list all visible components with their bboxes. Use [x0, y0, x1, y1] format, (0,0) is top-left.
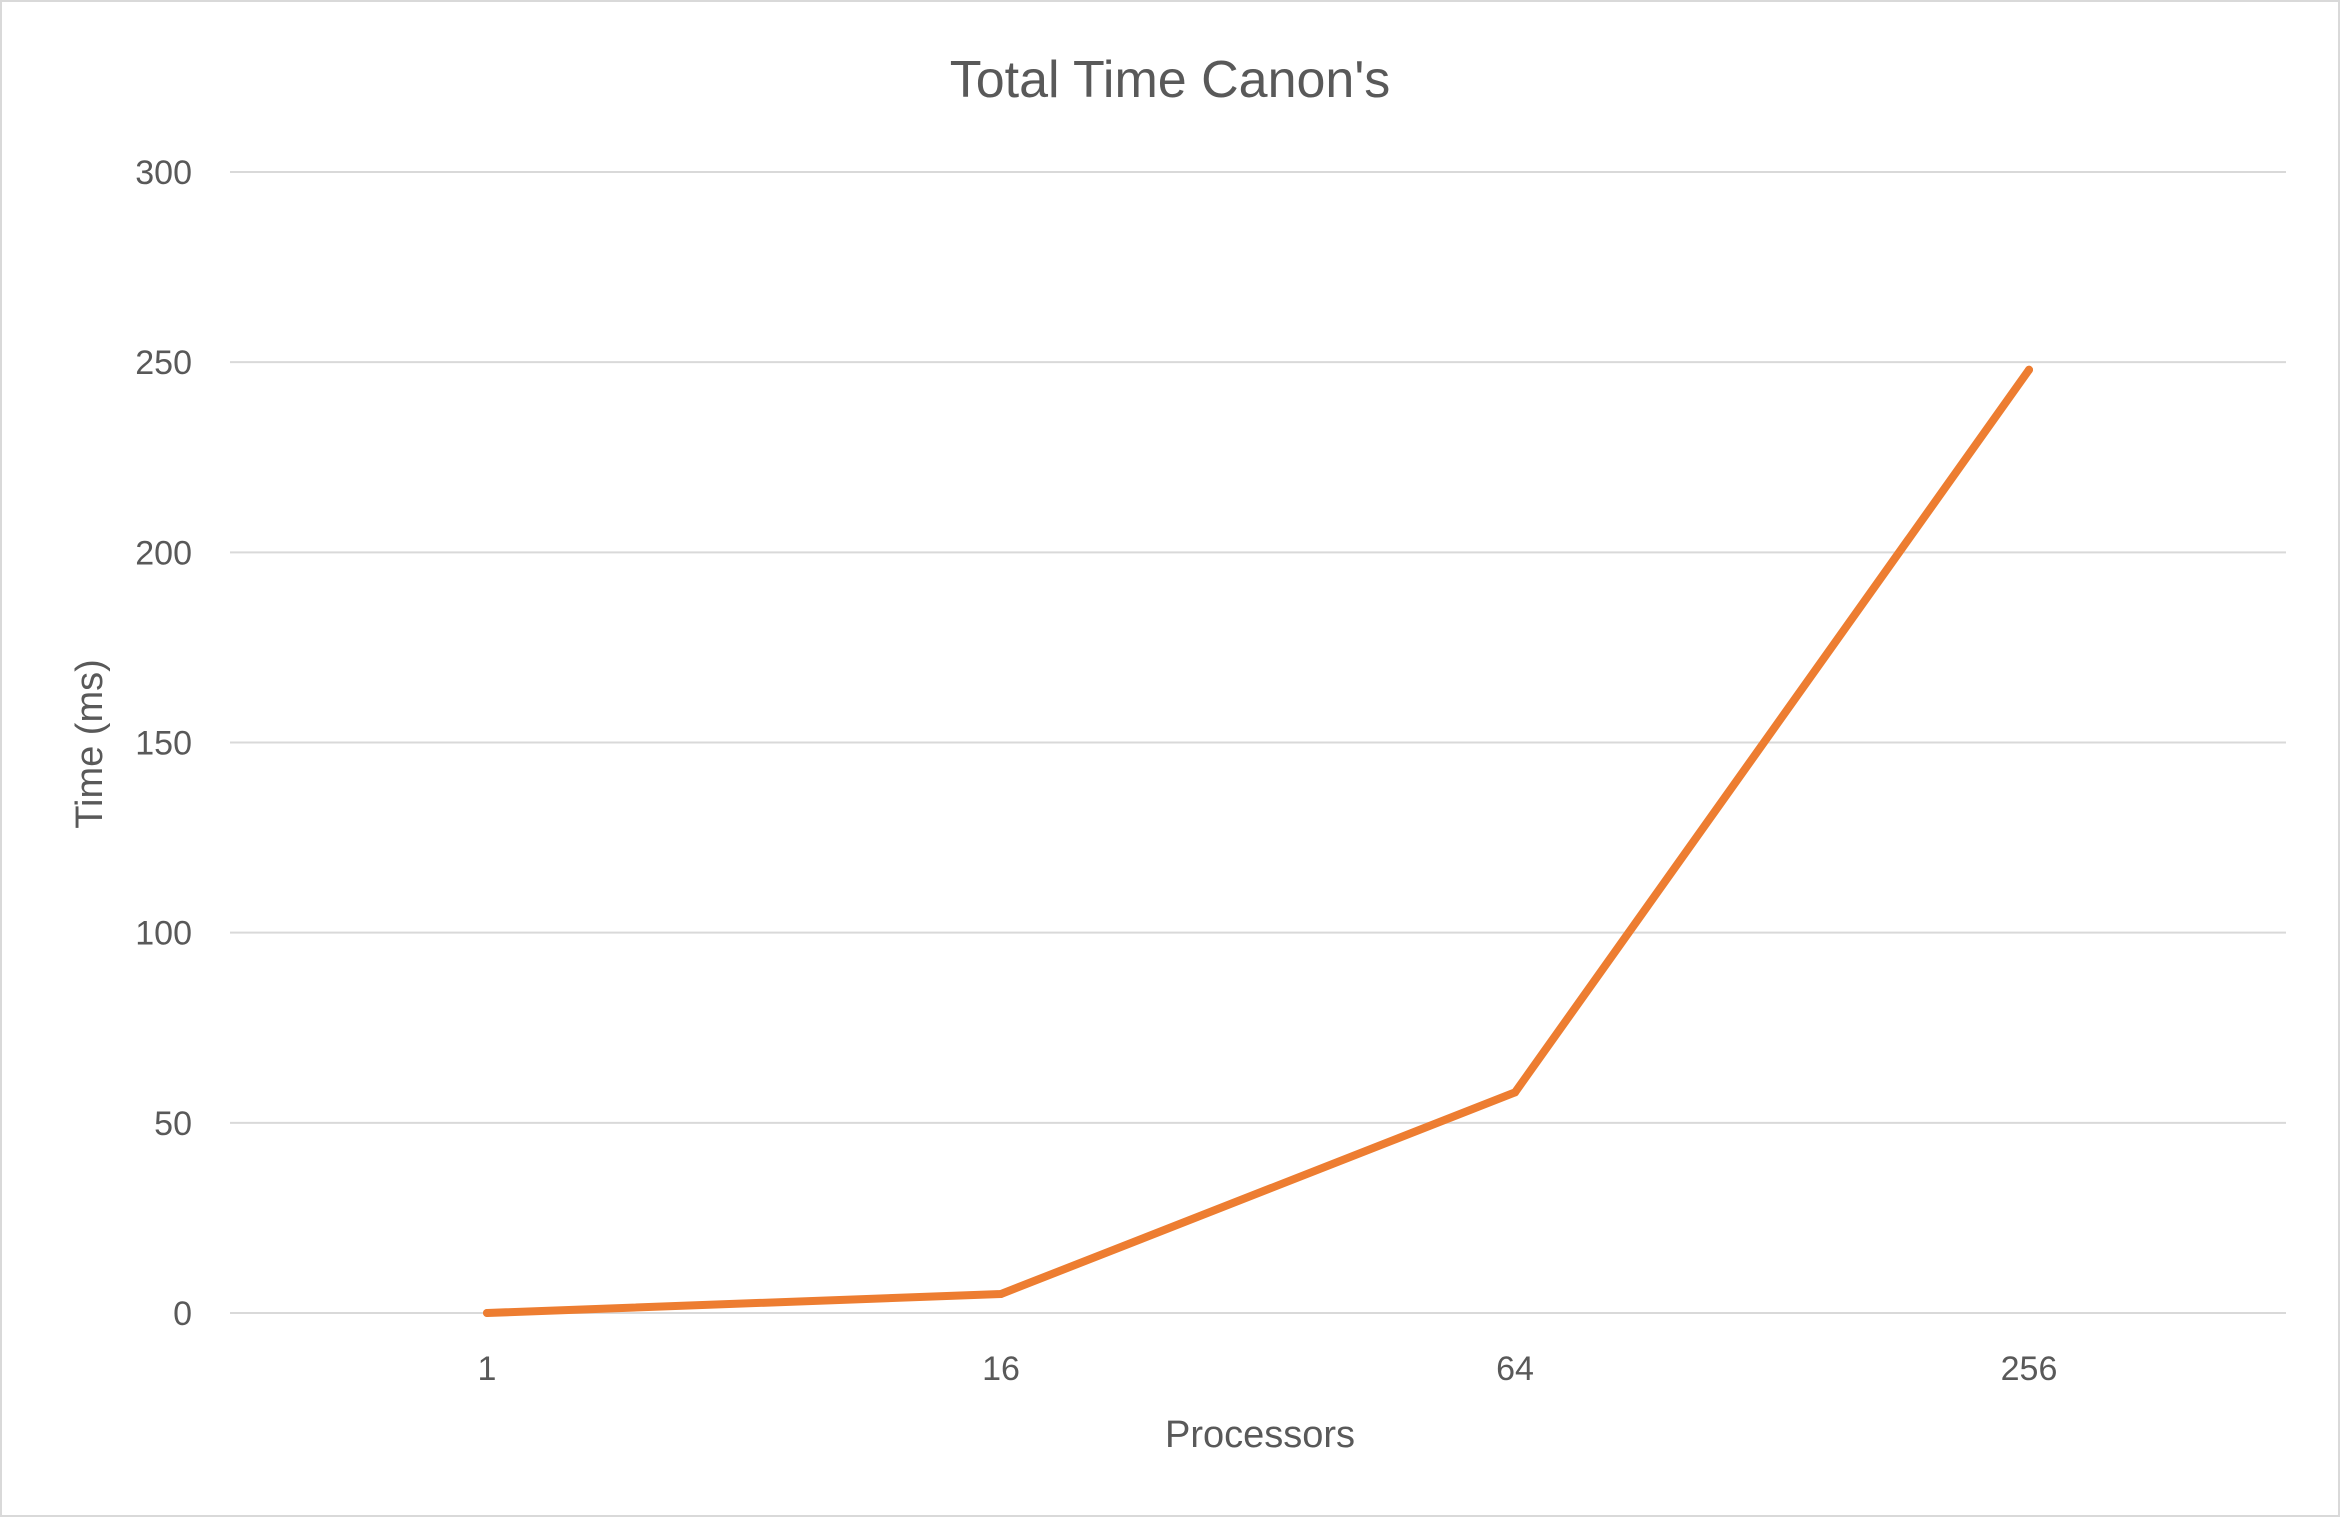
y-tick-label: 150: [135, 725, 192, 763]
y-tick-label: 300: [135, 154, 192, 192]
data-point: [997, 1289, 1005, 1298]
chart-title: Total Time Canon's: [950, 51, 1391, 109]
y-tick-label: 100: [135, 915, 192, 953]
data-point: [2025, 365, 2033, 374]
x-axis-title: Processors: [1165, 1414, 1355, 1456]
x-tick-label: 256: [2001, 1350, 2058, 1388]
data-point: [483, 1309, 491, 1317]
y-axis-ticks: 0 50 100 150 200 250 300: [135, 154, 192, 1333]
x-axis-ticks: 1 16 64 256: [478, 1350, 2058, 1388]
data-point: [1511, 1088, 1519, 1097]
series-line: [483, 365, 2033, 1317]
x-tick-label: 1: [478, 1350, 497, 1388]
y-tick-label: 250: [135, 344, 192, 382]
series-group: [483, 365, 2033, 1317]
gridlines: [230, 171, 2286, 1314]
y-tick-label: 0: [173, 1295, 192, 1333]
x-tick-label: 64: [1496, 1350, 1534, 1388]
y-tick-label: 50: [154, 1105, 192, 1143]
y-axis-title: Time (ms): [69, 659, 111, 829]
x-tick-label: 16: [982, 1350, 1020, 1388]
y-tick-label: 200: [135, 534, 192, 572]
